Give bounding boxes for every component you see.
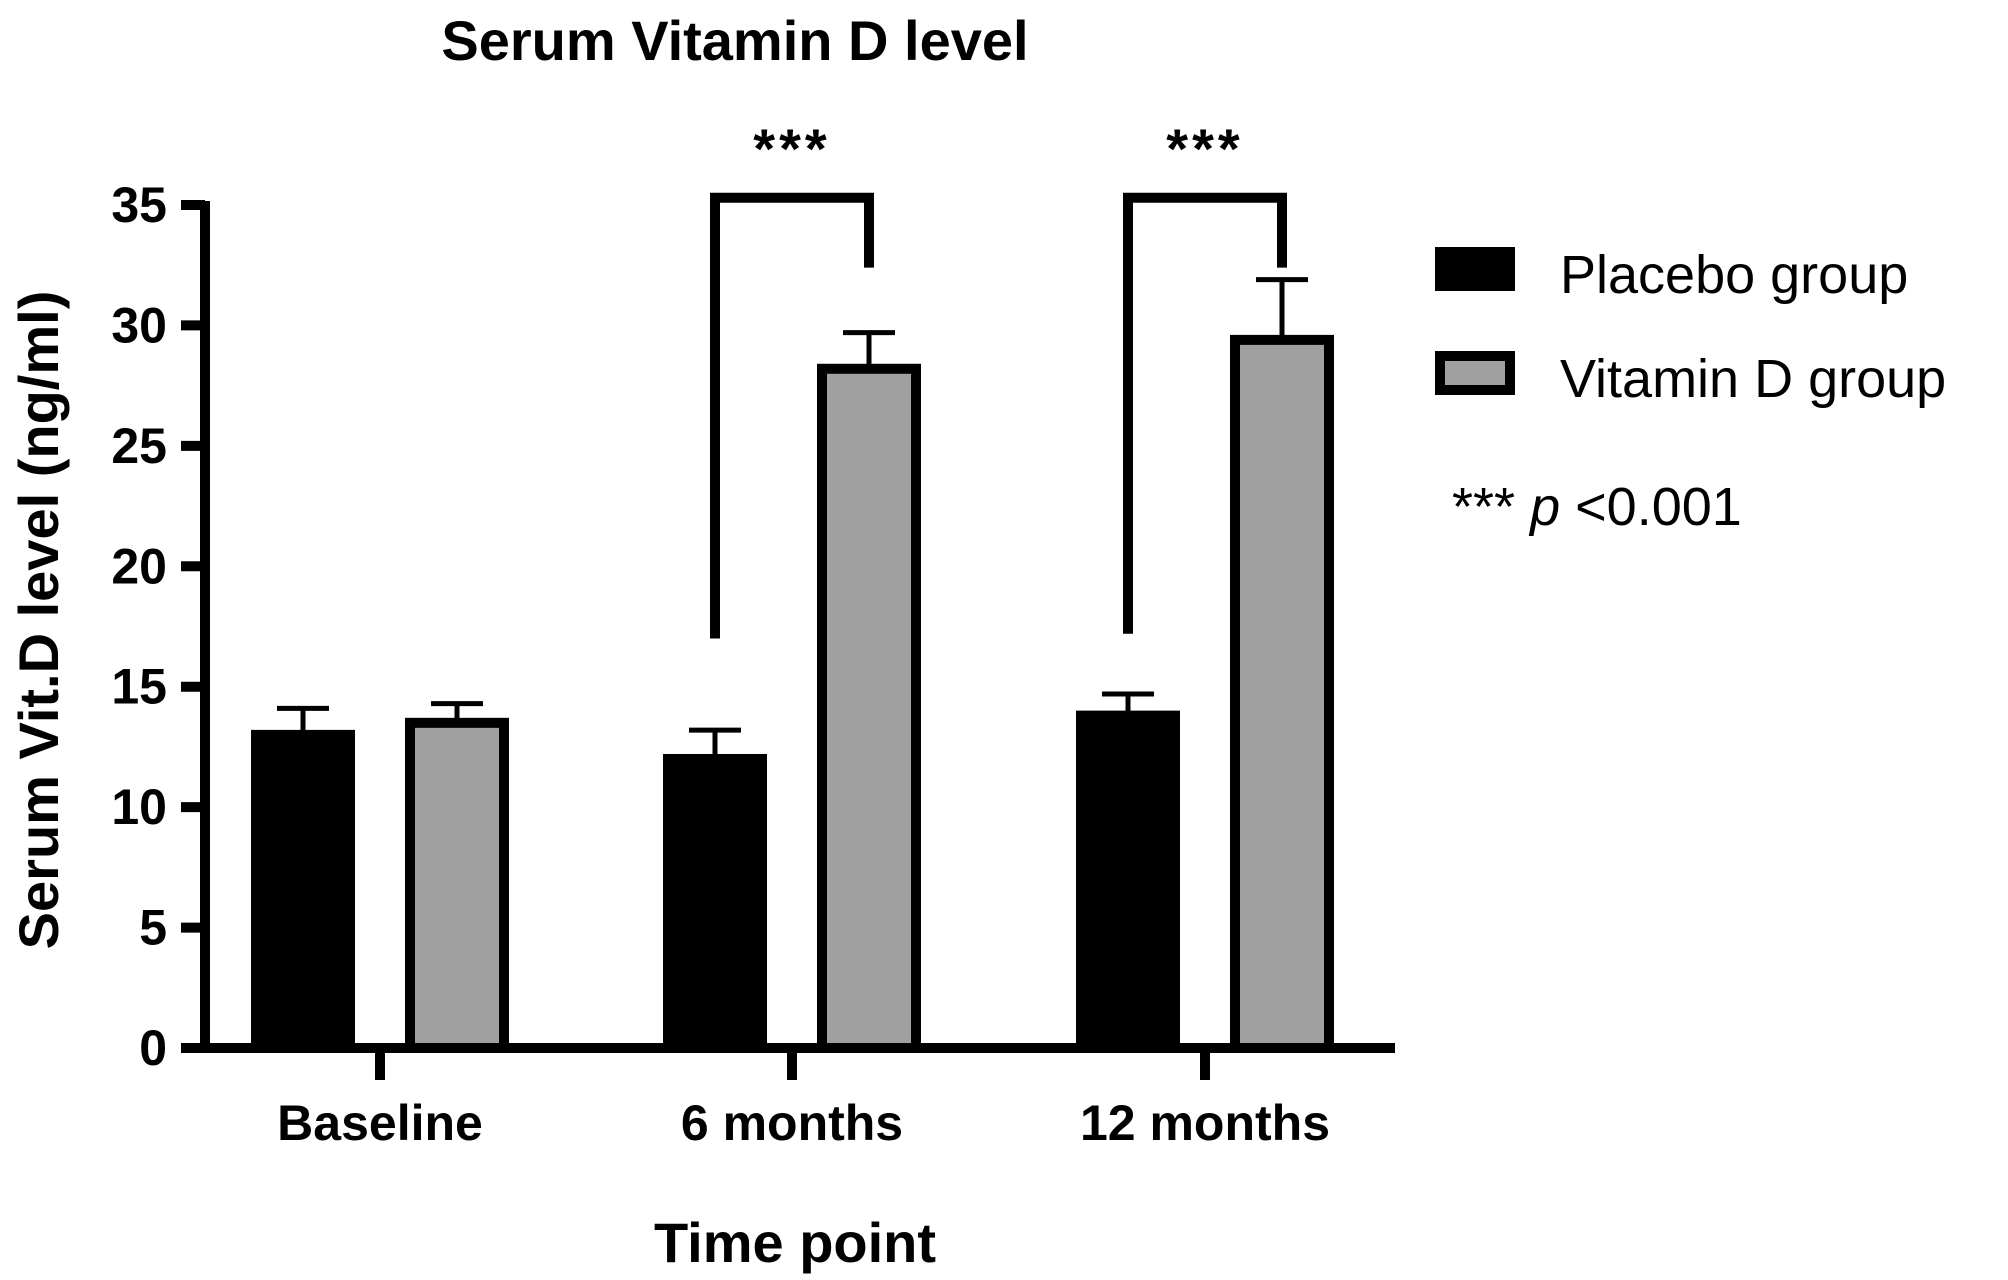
y-tick-label-10: 10	[111, 779, 167, 835]
p-value-annotation: *** p <0.001	[1452, 477, 1742, 537]
y-tick-label-5: 5	[139, 900, 167, 956]
y-tick-label-15: 15	[111, 659, 167, 715]
y-tick-label-30: 30	[111, 297, 167, 353]
bars-layer	[251, 334, 1334, 1054]
bar-placebo-0	[251, 729, 355, 1054]
x-tick-label-0: Baseline	[277, 1095, 483, 1151]
bar-vitamin-d-2	[1230, 334, 1334, 1053]
significance-bracket-1	[710, 192, 874, 639]
y-tick-label-20: 20	[111, 538, 167, 594]
significance-label-2: ***	[1166, 117, 1243, 180]
axes-layer	[200, 201, 1395, 1053]
bar-vitamin-d-1	[817, 363, 921, 1054]
x-axis-label: Time point	[654, 1211, 936, 1274]
y-tick-label-35: 35	[111, 177, 167, 233]
significance-layer: *** ***	[710, 117, 1287, 639]
y-tick-label-25: 25	[111, 418, 167, 474]
error-bars-layer	[277, 277, 1308, 759]
p-value-stars: ***	[1452, 477, 1515, 537]
legend: Placebo group Vitamin D group *** p <0.0…	[1435, 245, 1946, 537]
legend-label-placebo: Placebo group	[1560, 245, 1908, 305]
x-tick-label-2: 12 months	[1080, 1095, 1330, 1151]
bar-placebo-2	[1076, 710, 1180, 1053]
bar-vitamin-d-0	[405, 717, 509, 1053]
significance-bracket-2	[1123, 192, 1287, 634]
x-tick-label-1: 6 months	[681, 1095, 903, 1151]
y-tick-label-0: 0	[139, 1020, 167, 1076]
legend-swatch-vitamin-d	[1435, 351, 1515, 395]
significance-label-1: ***	[753, 117, 830, 180]
p-value-threshold: <0.001	[1575, 477, 1742, 537]
y-axis-label: Serum Vit.D level (ng/ml)	[7, 291, 70, 950]
y-axis-label-group: Serum Vit.D level (ng/ml)	[7, 291, 70, 950]
legend-swatch-placebo	[1435, 247, 1515, 291]
bar-placebo-1	[663, 753, 767, 1053]
legend-label-vitamin-d: Vitamin D group	[1560, 349, 1946, 409]
chart-title: Serum Vitamin D level	[441, 9, 1028, 72]
p-value-symbol: p	[1528, 477, 1560, 537]
ticks-layer: 0 5 10 15 20 25 30 35 Baseline 6 months 12 months	[111, 177, 1330, 1151]
